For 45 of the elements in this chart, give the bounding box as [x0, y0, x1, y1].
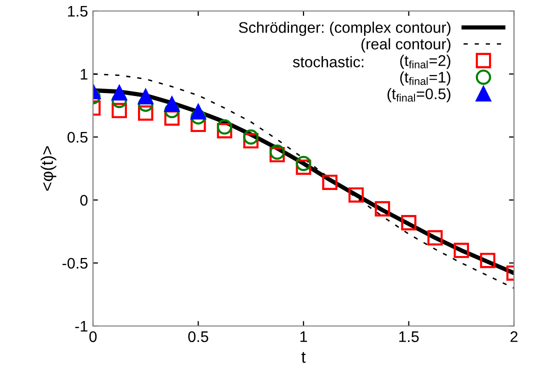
point [190, 116, 206, 132]
legend-label: (t$_{final}$=1) [400, 71, 450, 86]
point [164, 96, 180, 112]
x-tick-label: 1.5 [399, 331, 419, 342]
point [138, 89, 154, 104]
point [112, 85, 127, 101]
x-tick-label: 1 [300, 331, 308, 342]
legend-label: (t$_{final}$=0.5) [388, 88, 450, 102]
point [243, 129, 259, 145]
y-tick-label: 1 [80, 69, 88, 80]
point [164, 102, 180, 118]
point [374, 201, 390, 216]
point [112, 102, 127, 118]
point [296, 160, 312, 175]
point [138, 105, 154, 121]
y-tick-label: -0.5 [62, 258, 88, 269]
point [216, 119, 232, 135]
point [322, 174, 338, 190]
legend-label: (real contour) [361, 38, 450, 52]
y-tick-label: 1.5 [68, 6, 88, 17]
point [401, 215, 416, 230]
annotation: stochastic: [292, 56, 364, 68]
y-tick-label: -1 [75, 321, 88, 332]
point [270, 147, 285, 162]
y-tick-label: 0 [80, 194, 88, 206]
point [454, 242, 470, 258]
point [480, 252, 496, 268]
point [216, 123, 232, 138]
point [190, 104, 206, 120]
point [112, 92, 127, 108]
legend-label: Schrödinger: (complex contour) [238, 22, 450, 36]
x-tick-label: 0.5 [188, 331, 208, 342]
y-tick-label: 0.5 [68, 132, 88, 143]
point [190, 109, 206, 124]
point [164, 110, 180, 126]
legend-label: (t$_{final}$=2) [400, 54, 450, 69]
point [427, 230, 443, 246]
point [270, 144, 285, 160]
x-tick-label: 0 [89, 331, 97, 342]
y-axis-title: <φ(t)> [40, 146, 56, 191]
x-tick-label: 2 [510, 331, 518, 342]
point [348, 187, 364, 203]
point [296, 156, 312, 172]
point [243, 133, 259, 148]
x-axis-title: t [301, 352, 306, 363]
